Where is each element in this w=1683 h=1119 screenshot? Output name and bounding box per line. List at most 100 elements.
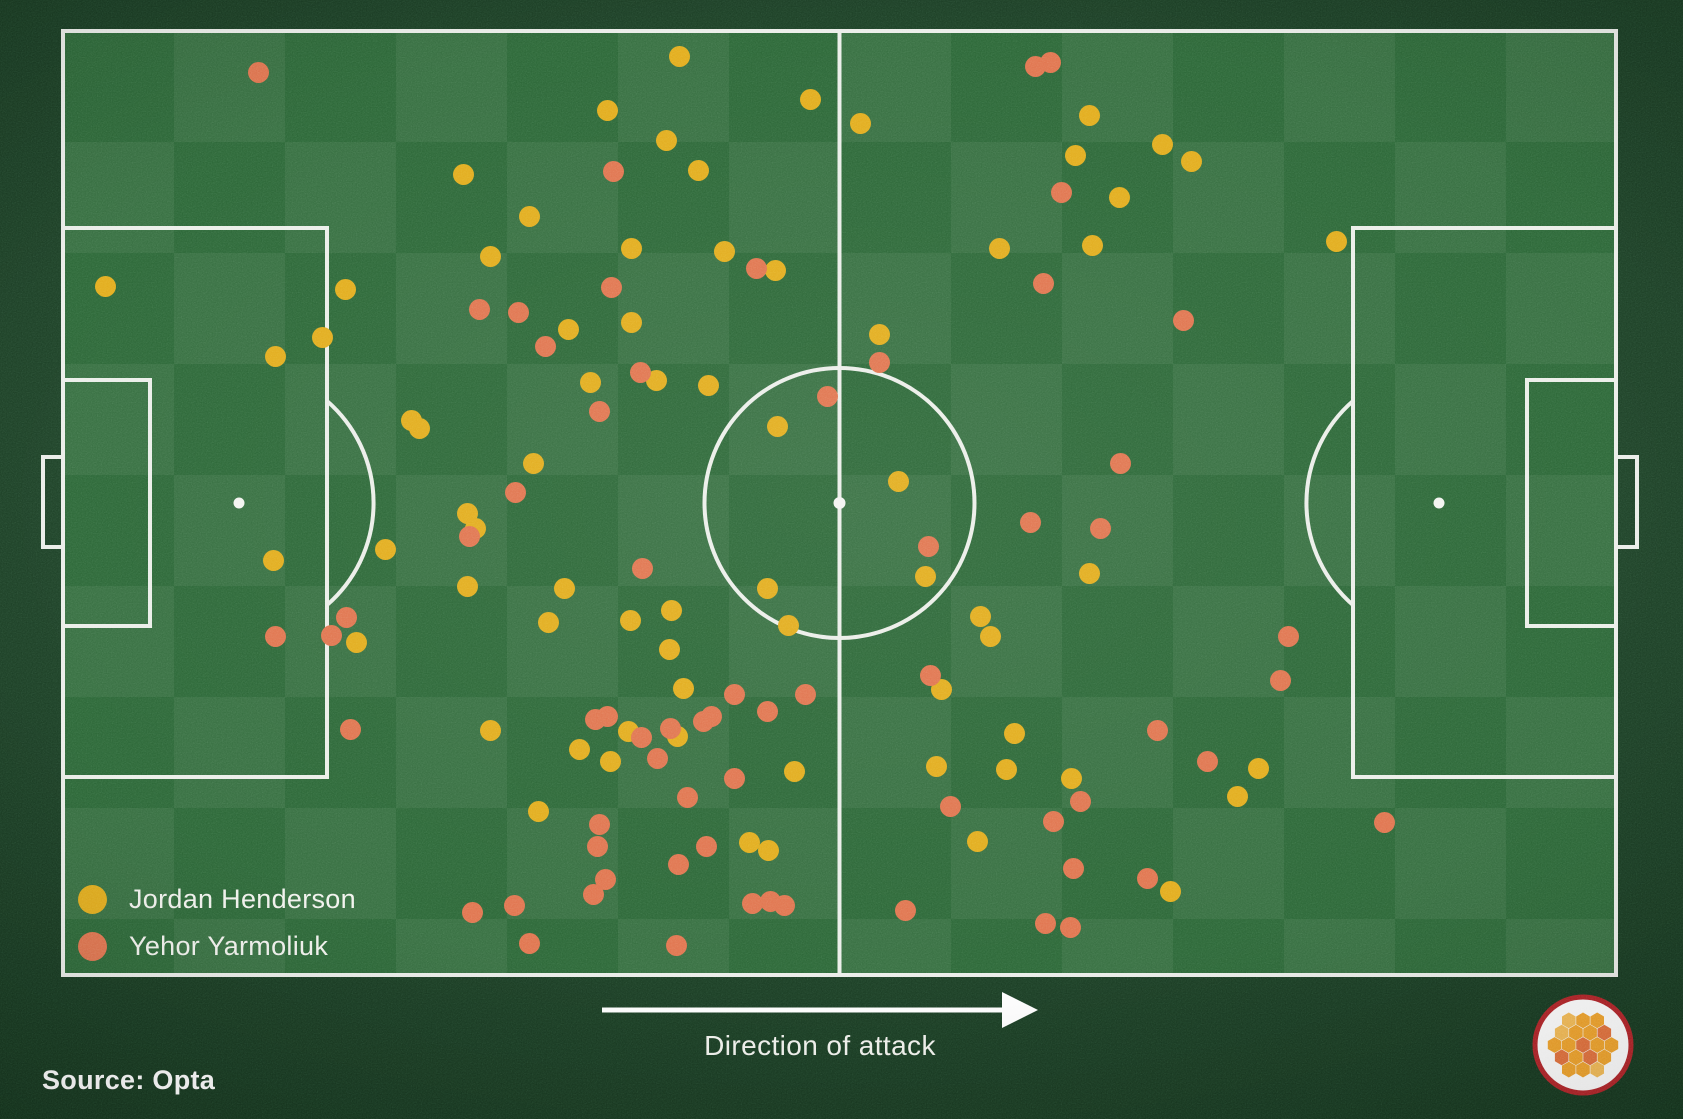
dot-henderson xyxy=(687,159,709,181)
dot-henderson xyxy=(777,614,799,636)
dot-henderson xyxy=(713,240,735,262)
dot-yarmoliuk xyxy=(868,351,890,373)
dot-yarmoliuk xyxy=(264,625,286,647)
logo-hex-cell xyxy=(1562,1037,1576,1053)
dot-henderson xyxy=(668,45,690,67)
dot-yarmoliuk xyxy=(588,400,610,422)
dot-henderson xyxy=(1078,104,1100,126)
dot-henderson xyxy=(658,638,680,660)
logo-hex-cell xyxy=(1583,1049,1597,1066)
dot-henderson xyxy=(1159,880,1181,902)
dot-yarmoliuk xyxy=(1050,181,1072,203)
dot-yarmoliuk xyxy=(1089,517,1111,539)
dot-henderson xyxy=(456,575,478,597)
dot-henderson xyxy=(995,758,1017,780)
dot-henderson xyxy=(479,719,501,741)
dot-henderson xyxy=(783,760,805,782)
goal-left xyxy=(41,455,65,549)
dot-henderson xyxy=(1108,186,1130,208)
dot-yarmoliuk xyxy=(1062,857,1084,879)
dot-yarmoliuk xyxy=(939,795,961,817)
logo-hex-cell xyxy=(1597,1049,1612,1066)
dot-yarmoliuk xyxy=(667,853,689,875)
dot-henderson xyxy=(925,755,947,777)
dot-henderson xyxy=(620,237,642,259)
dot-yarmoliuk xyxy=(700,705,722,727)
logo-hex-cell xyxy=(1562,1061,1576,1078)
logo-hex-cell xyxy=(1562,1012,1576,1029)
dot-henderson xyxy=(1060,767,1082,789)
dot-yarmoliuk xyxy=(1277,625,1299,647)
dot-henderson xyxy=(522,452,544,474)
logo-hex-cell xyxy=(1576,1037,1590,1053)
dot-henderson xyxy=(262,549,284,571)
legend-label-yarmoliuk: Yehor Yarmoliuk xyxy=(129,931,329,961)
dot-henderson xyxy=(527,800,549,822)
dot-henderson xyxy=(374,538,396,560)
dot-henderson xyxy=(1151,133,1173,155)
logo-hex-cell xyxy=(1576,1012,1590,1029)
dot-yarmoliuk xyxy=(665,934,687,956)
dot-yarmoliuk xyxy=(1373,811,1395,833)
dot-yarmoliuk xyxy=(588,813,610,835)
dot-henderson xyxy=(452,163,474,185)
dot-yarmoliuk xyxy=(646,747,668,769)
dot-henderson xyxy=(799,88,821,110)
dot-henderson xyxy=(764,259,786,281)
dot-henderson xyxy=(738,831,760,853)
dot-yarmoliuk xyxy=(1196,750,1218,772)
dot-yarmoliuk xyxy=(659,717,681,739)
dot-yarmoliuk xyxy=(468,298,490,320)
logo-hex-cell xyxy=(1576,1061,1590,1078)
dot-henderson xyxy=(1325,230,1347,252)
dot-henderson xyxy=(568,738,590,760)
dot-yarmoliuk xyxy=(1172,309,1194,331)
dot-henderson xyxy=(345,631,367,653)
dot-henderson xyxy=(756,577,778,599)
dot-yarmoliuk xyxy=(1019,511,1041,533)
dot-yarmoliuk xyxy=(503,894,525,916)
dot-yarmoliuk xyxy=(461,901,483,923)
logo-hex-cell xyxy=(1554,1049,1569,1066)
dot-yarmoliuk xyxy=(1109,452,1131,474)
dot-henderson xyxy=(1003,722,1025,744)
dot-yarmoliuk xyxy=(723,767,745,789)
dot-yarmoliuk xyxy=(745,257,767,279)
logo-hex-cell xyxy=(1569,1024,1583,1041)
dot-yarmoliuk xyxy=(507,301,529,323)
dot-yarmoliuk xyxy=(1039,51,1061,73)
dot-henderson xyxy=(620,311,642,333)
dot-henderson xyxy=(94,275,116,297)
logo-hex-cell xyxy=(1547,1037,1562,1053)
dot-yarmoliuk xyxy=(518,932,540,954)
dot-henderson xyxy=(697,374,719,396)
dot-henderson xyxy=(619,609,641,631)
dot-yarmoliuk xyxy=(247,61,269,83)
dot-henderson xyxy=(537,611,559,633)
dot-yarmoliuk xyxy=(1042,810,1064,832)
arrow-head-icon xyxy=(1002,992,1038,1028)
dot-henderson xyxy=(1247,757,1269,779)
dot-henderson xyxy=(868,323,890,345)
dot-yarmoliuk xyxy=(320,624,342,646)
logo-hex-cell xyxy=(1554,1024,1569,1041)
dot-henderson xyxy=(887,470,909,492)
source-credit: Source: Opta xyxy=(42,1065,216,1095)
dot-henderson xyxy=(1180,150,1202,172)
dot-henderson xyxy=(557,318,579,340)
logo-hex-cell xyxy=(1590,1037,1604,1053)
goal-right xyxy=(1614,455,1639,549)
dot-henderson xyxy=(766,415,788,437)
dot-yarmoliuk xyxy=(1146,719,1168,741)
dot-yarmoliuk xyxy=(1059,916,1081,938)
dot-henderson xyxy=(969,605,991,627)
dot-henderson xyxy=(979,625,1001,647)
logo-hex-cell xyxy=(1590,1061,1604,1078)
dot-henderson xyxy=(579,371,601,393)
dot-yarmoliuk xyxy=(600,276,622,298)
dot-henderson xyxy=(914,565,936,587)
legend-item-henderson: Jordan Henderson xyxy=(78,876,356,923)
dot-yarmoliuk xyxy=(534,335,556,357)
dot-yarmoliuk xyxy=(676,786,698,808)
dot-henderson xyxy=(1078,562,1100,584)
